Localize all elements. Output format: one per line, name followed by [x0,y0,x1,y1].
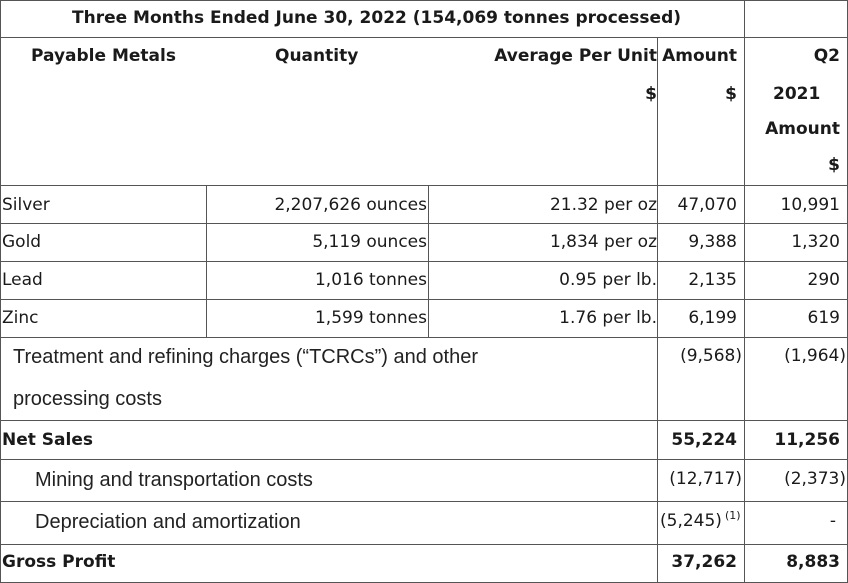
metal-quantity: 5,119 ounces [312,232,427,252]
gross-profit-label: Gross Profit [2,552,116,572]
table-divider [0,261,848,262]
metal-amount: 9,388 [688,232,737,252]
table-divider [0,299,848,300]
metal-average-price: 1.76 per lb. [559,308,657,328]
table-divider [0,420,848,421]
table-column-divider [657,37,658,583]
gross-profit-prior-amount: 8,883 [786,552,840,572]
mining-costs-amount: (12,717) [669,469,742,489]
metal-amount: 47,070 [677,195,737,215]
tcrc-prior-amount: (1,964) [784,346,846,366]
table-divider [0,37,848,38]
header-average-per-unit: Average Per Unit [494,46,657,66]
header-amount: Amount [662,46,737,66]
metal-prior-amount: 619 [807,308,840,328]
header-year-2021: 2021 [773,84,821,104]
table-column-divider [744,0,745,583]
depreciation-prior-amount: - [829,511,836,531]
depreciation-amount: (5,245) [660,511,722,531]
header-quantity: Quantity [275,46,359,66]
net-sales-label: Net Sales [2,430,93,450]
table-divider [0,459,848,460]
gross-profit-amount: 37,262 [671,552,737,572]
metal-quantity: 1,016 tonnes [314,270,427,290]
header-amount-currency: $ [725,84,737,104]
header-amount-2021-currency: $ [828,155,840,175]
metal-prior-amount: 1,320 [791,232,840,252]
table-column-divider [206,185,207,337]
metal-average-price: 1,834 per oz [549,232,657,252]
depreciation-footnote: (1) [724,509,741,522]
table-divider [0,501,848,502]
depreciation-label: Depreciation and amortization [35,511,301,533]
metal-quantity: 2,207,626 ounces [274,195,427,215]
metal-average-price: 0.95 per lb. [559,270,657,290]
metal-name: Zinc [2,308,39,328]
metal-prior-amount: 10,991 [780,195,840,215]
metal-amount: 6,199 [688,308,737,328]
net-sales-amount: 55,224 [671,430,737,450]
mining-costs-prior-amount: (2,373) [784,469,846,489]
header-average-currency: $ [645,84,657,104]
tcrc-label-line1: Treatment and refining charges (“TCRCs”)… [13,346,478,368]
table-border-top [0,0,848,1]
mining-costs-label: Mining and transportation costs [35,469,313,491]
metal-name: Silver [2,195,50,215]
depreciation-amount-cell: (5,245) (1) [660,509,741,531]
metal-prior-amount: 290 [807,270,840,290]
table-divider [0,223,848,224]
table-divider [0,544,848,545]
tcrc-label-line2: processing costs [13,388,162,410]
tcrc-amount: (9,568) [680,346,742,366]
metal-average-price: 21.32 per oz [549,195,657,215]
metal-name: Lead [2,270,43,290]
table-divider [0,337,848,338]
header-payable-metals: Payable Metals [31,46,176,66]
metal-name: Gold [2,232,42,252]
header-amount-2021: Amount [765,119,840,139]
header-q2: Q2 [813,46,840,66]
table-divider [0,185,848,186]
metal-quantity: 1,599 tonnes [314,308,427,328]
table-border-left [0,0,1,583]
table-column-divider [428,185,429,337]
table-title: Three Months Ended June 30, 2022 (154,06… [72,8,682,28]
metal-amount: 2,135 [688,270,737,290]
net-sales-prior-amount: 11,256 [774,430,840,450]
